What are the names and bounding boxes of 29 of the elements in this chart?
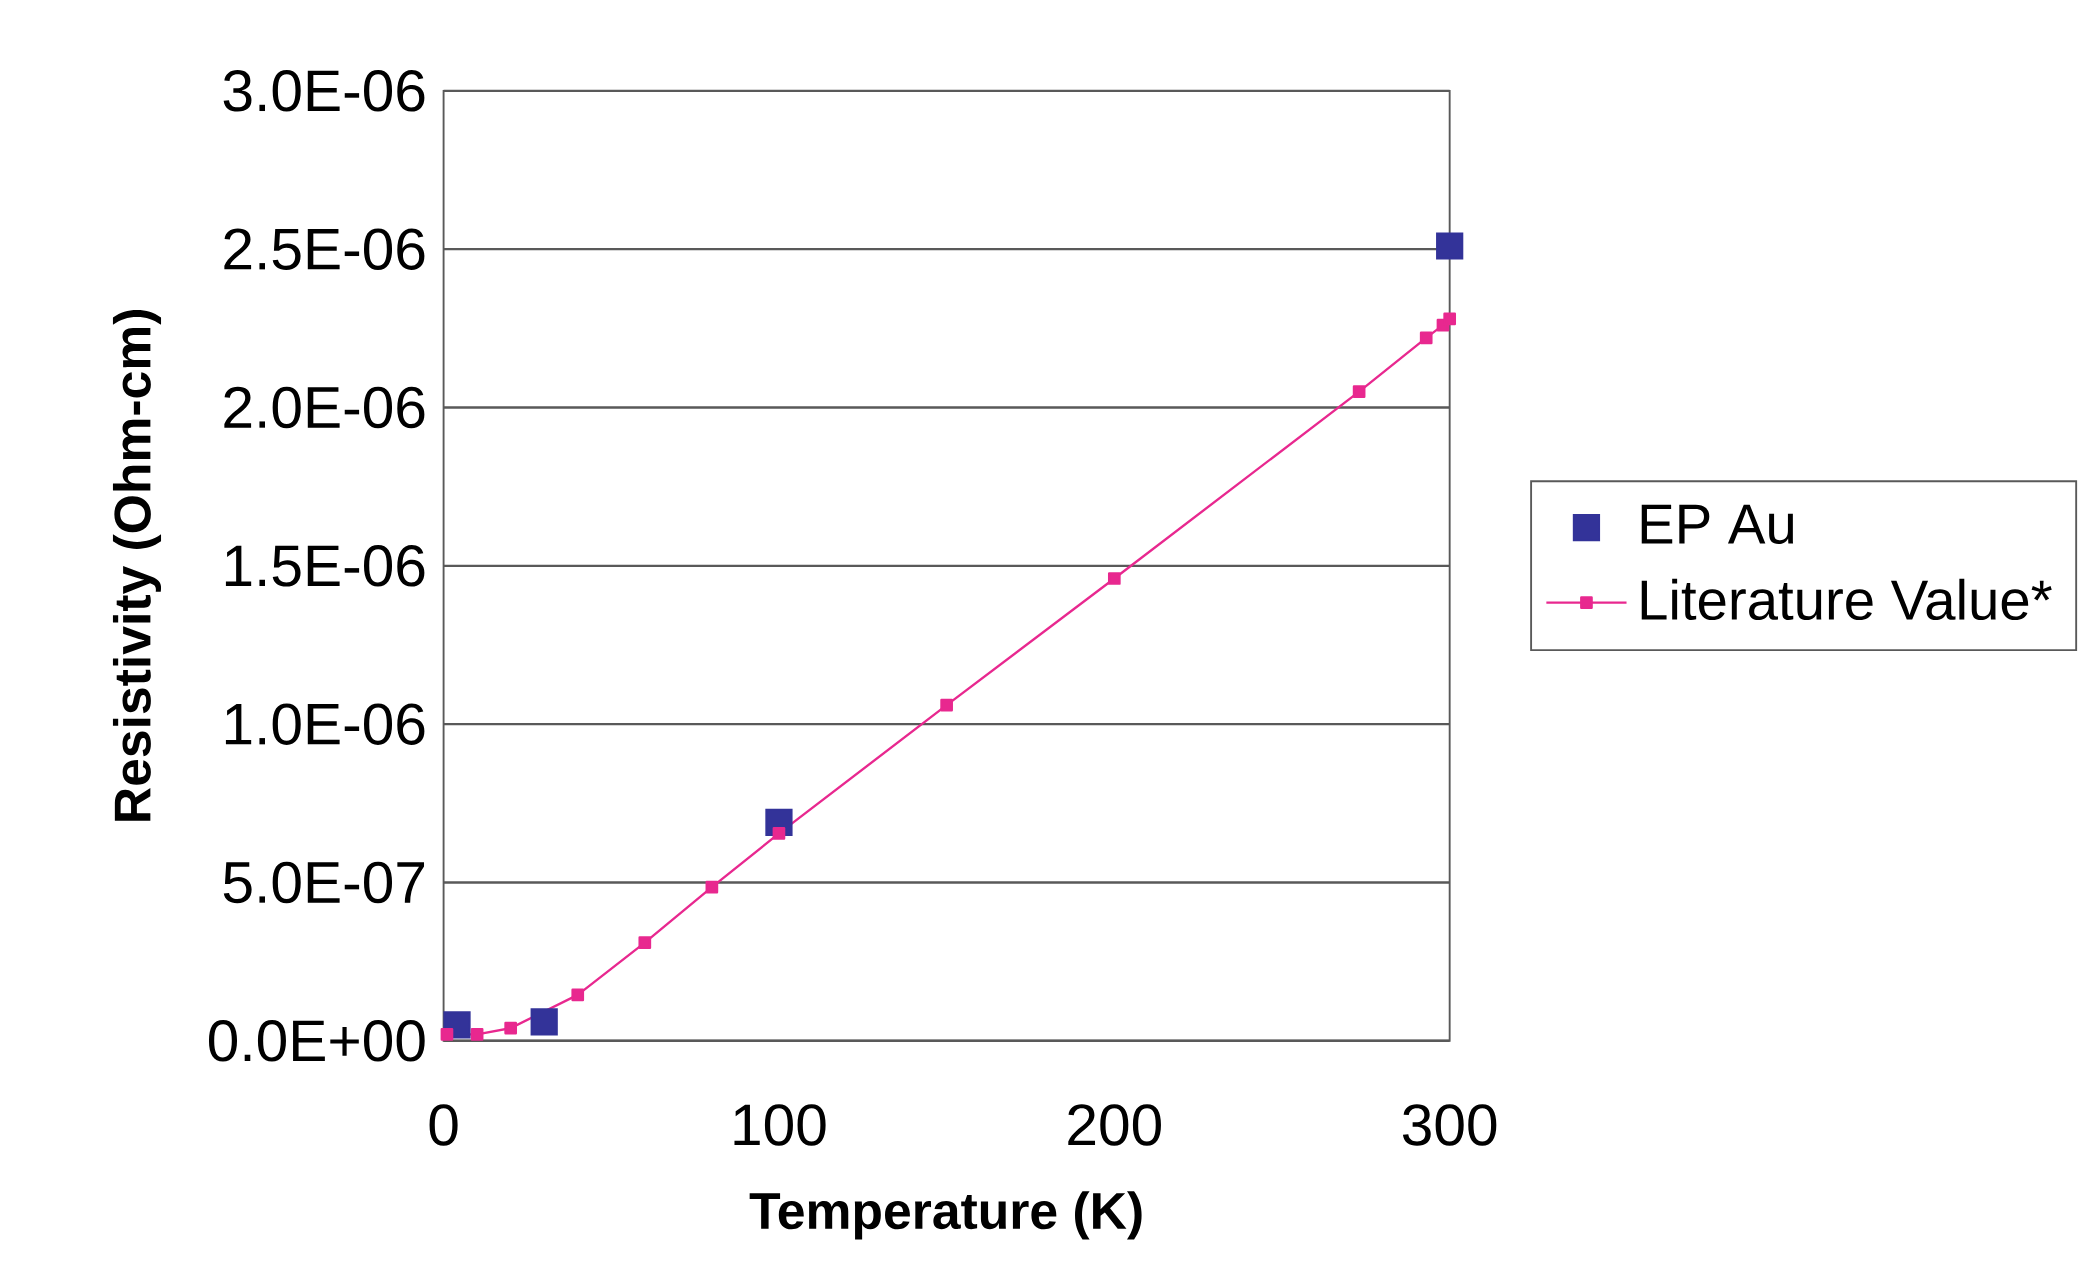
- legend-label: Literature Value*: [1641, 578, 2052, 621]
- y-axis-title: Resistivity (Ohm-cm): [112, 310, 162, 821]
- legend-label: EP Au: [1641, 504, 1794, 545]
- y-tick-label: 1.0E-06: [225, 703, 425, 746]
- y-tick-label: 2.0E-06: [224, 386, 425, 429]
- point: [1107, 572, 1121, 585]
- point: [440, 1028, 454, 1041]
- point: [638, 936, 652, 950]
- point: [530, 1008, 558, 1036]
- point: [470, 1028, 484, 1041]
- point: [705, 881, 719, 894]
- point: [1419, 331, 1433, 345]
- y-tick-label: 2.5E-06: [224, 228, 425, 271]
- point: [504, 1021, 518, 1035]
- y-tick-label: 0.0E+00: [208, 1020, 425, 1062]
- point: [1443, 312, 1457, 326]
- point: [571, 988, 585, 1002]
- y-tick-label: 1.5E-06: [225, 545, 425, 587]
- x-axis-title: Temperature (K): [749, 1191, 1142, 1240]
- x-tick-label: 200: [1068, 1104, 1161, 1146]
- y-tick-label: 3.0E-06: [223, 70, 425, 112]
- point: [940, 698, 953, 712]
- x-tick-label: 300: [1402, 1104, 1497, 1146]
- point: [1352, 385, 1366, 399]
- x-tick-label: 100: [734, 1104, 826, 1146]
- y-tick-label: 5.0E-07: [223, 861, 425, 904]
- point: [772, 827, 786, 840]
- x-tick-label: 0: [429, 1104, 458, 1146]
- point: [1436, 232, 1464, 260]
